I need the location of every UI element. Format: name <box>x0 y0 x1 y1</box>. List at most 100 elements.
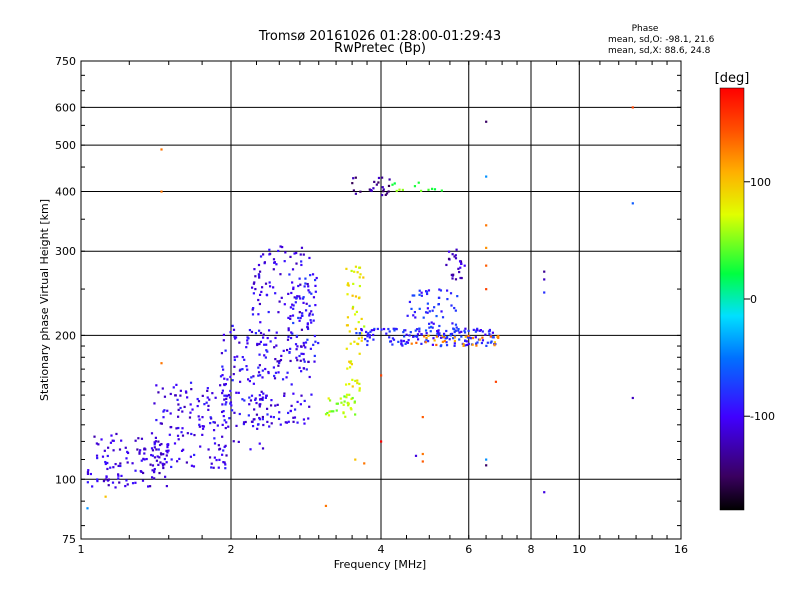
data-point <box>295 356 298 359</box>
data-point <box>416 333 420 336</box>
data-point <box>289 359 292 363</box>
data-point <box>214 396 217 399</box>
x-axis-label: Frequency [MHz] <box>334 558 426 571</box>
data-point <box>160 190 163 193</box>
data-point <box>355 310 358 313</box>
data-point <box>421 460 424 463</box>
data-point <box>109 441 113 444</box>
data-point <box>269 404 273 407</box>
data-point <box>190 464 194 467</box>
data-point <box>267 310 270 314</box>
data-point <box>301 297 305 300</box>
data-point <box>353 313 357 316</box>
data-point <box>176 398 179 401</box>
data-point <box>211 392 214 395</box>
data-point <box>285 376 288 379</box>
data-point <box>324 504 328 508</box>
data-point <box>153 443 156 446</box>
data-point <box>107 484 110 487</box>
data-point <box>119 464 122 468</box>
data-point <box>225 421 228 424</box>
data-point <box>257 298 260 302</box>
y-tick-label: 400 <box>55 185 76 198</box>
data-point <box>176 460 179 463</box>
data-point <box>372 328 376 332</box>
data-point <box>276 360 279 363</box>
data-point <box>256 427 259 430</box>
data-point <box>454 329 457 332</box>
data-point <box>335 409 338 412</box>
data-point <box>438 333 441 336</box>
data-point <box>262 423 265 427</box>
data-point <box>224 382 227 386</box>
data-point <box>358 352 361 355</box>
data-point <box>237 391 240 394</box>
data-point <box>222 339 225 342</box>
data-point <box>224 426 227 430</box>
data-point <box>330 410 333 413</box>
data-point <box>131 462 134 465</box>
data-point <box>250 286 254 289</box>
data-point <box>447 257 451 260</box>
data-point <box>170 465 173 469</box>
data-point <box>237 440 240 444</box>
data-point <box>358 382 361 385</box>
data-point <box>441 335 444 338</box>
data-point <box>191 408 194 411</box>
data-point <box>104 478 107 481</box>
data-point <box>86 471 90 474</box>
data-point <box>358 332 361 335</box>
data-point <box>462 343 465 346</box>
data-point <box>404 329 407 332</box>
data-point <box>497 336 500 339</box>
data-point <box>393 182 396 185</box>
data-point <box>96 478 99 481</box>
data-point <box>190 388 193 391</box>
data-point <box>444 337 447 340</box>
data-point <box>298 295 301 298</box>
data-point <box>311 273 315 276</box>
data-point <box>147 485 150 488</box>
data-point <box>198 425 201 428</box>
data-point <box>277 371 280 374</box>
data-point <box>287 327 290 330</box>
data-point <box>289 255 292 258</box>
data-point <box>238 341 241 344</box>
data-point <box>180 449 184 452</box>
data-point <box>125 457 128 460</box>
data-point <box>112 439 115 442</box>
data-point <box>265 394 268 397</box>
data-point <box>272 258 276 261</box>
data-point <box>312 296 316 299</box>
data-point <box>302 296 305 299</box>
data-point <box>372 333 375 337</box>
data-point <box>106 454 109 458</box>
data-point <box>103 449 106 452</box>
data-point <box>439 336 443 339</box>
data-point <box>126 483 129 486</box>
data-point <box>346 316 350 319</box>
data-point <box>460 335 463 338</box>
data-point <box>440 189 443 192</box>
data-point <box>224 349 227 352</box>
data-point <box>445 329 448 333</box>
data-point <box>277 417 281 421</box>
data-point <box>176 415 180 418</box>
data-point <box>219 384 222 387</box>
data-point <box>488 328 492 332</box>
data-point <box>291 314 295 317</box>
data-point <box>450 332 454 336</box>
data-point <box>210 462 213 465</box>
data-point <box>272 416 275 419</box>
data-point <box>328 399 332 402</box>
data-point <box>205 401 208 404</box>
colorbar-tick-label: 0 <box>750 293 757 306</box>
data-point <box>255 413 259 416</box>
data-point <box>493 341 496 344</box>
data-point <box>296 295 299 298</box>
data-point <box>221 391 224 395</box>
data-point <box>419 189 423 192</box>
data-point <box>543 278 546 281</box>
data-point <box>408 334 411 337</box>
data-point <box>179 394 182 397</box>
